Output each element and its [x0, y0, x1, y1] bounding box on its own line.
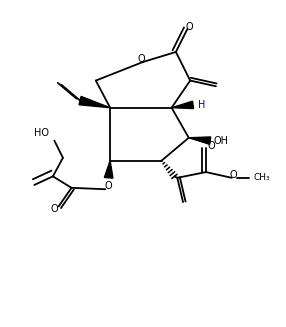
Text: HO: HO	[34, 128, 49, 138]
Text: O: O	[138, 54, 145, 64]
Text: O: O	[208, 141, 215, 151]
Text: H: H	[198, 100, 205, 110]
Text: O: O	[104, 181, 112, 191]
Text: CH₃: CH₃	[253, 173, 270, 182]
Text: O: O	[186, 22, 193, 32]
Text: O: O	[229, 170, 237, 180]
Polygon shape	[79, 96, 110, 108]
Polygon shape	[104, 161, 113, 178]
Text: OH: OH	[213, 136, 228, 146]
Text: O: O	[51, 204, 58, 214]
Polygon shape	[189, 137, 211, 144]
Polygon shape	[172, 101, 194, 109]
